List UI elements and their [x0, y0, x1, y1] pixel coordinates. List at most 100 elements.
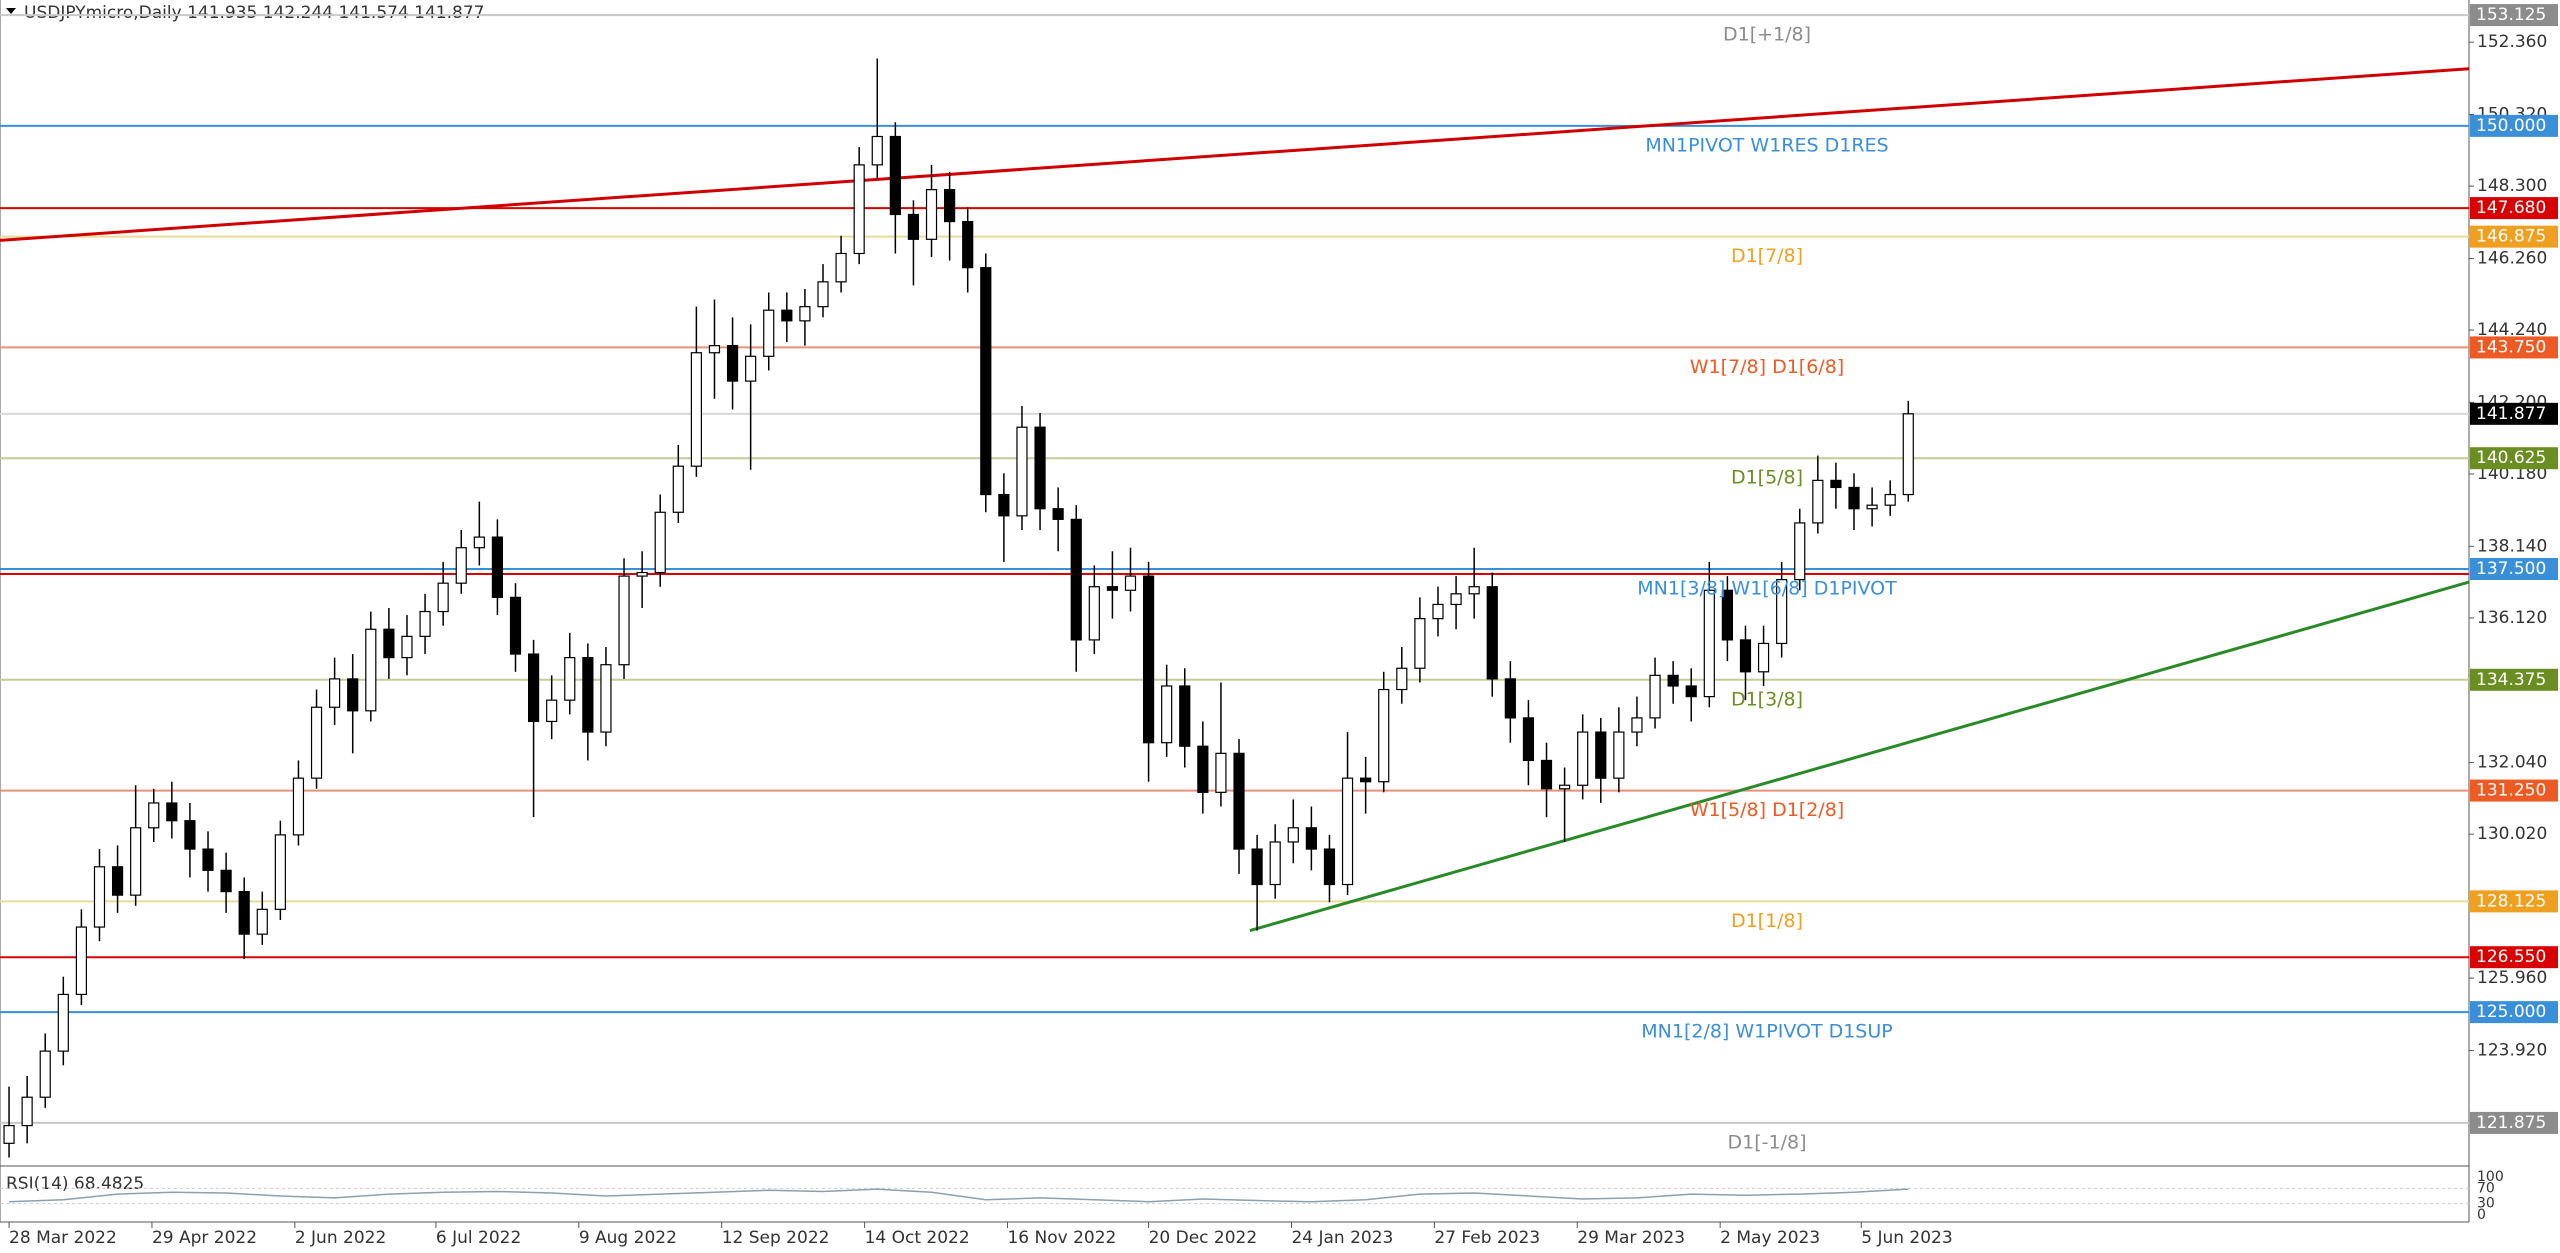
candle-body	[1396, 667, 1408, 691]
candle-body	[1486, 586, 1498, 680]
candle-body	[1866, 504, 1878, 510]
level-label: 131.250	[2476, 781, 2546, 801]
candle-body	[1233, 752, 1245, 850]
level-label: 153.125	[2476, 5, 2546, 25]
candle-body	[1884, 493, 1896, 506]
x-tick-label: 28 Mar 2022	[9, 1228, 117, 1248]
candle-body	[1595, 731, 1607, 779]
candle-body	[1323, 848, 1336, 886]
y-tick-label: 136.120	[2477, 608, 2547, 628]
candle-body	[1215, 752, 1227, 793]
level-box	[2470, 402, 2558, 425]
x-tick-label: 12 Sep 2022	[722, 1228, 830, 1248]
candle-body	[1577, 731, 1589, 786]
candle-body	[1360, 777, 1372, 783]
level-box	[2470, 447, 2558, 470]
candle-body	[310, 706, 323, 779]
x-tick-label: 29 Mar 2023	[1577, 1228, 1685, 1248]
candle-body	[274, 834, 286, 910]
candle-body	[925, 189, 938, 240]
candle-body	[636, 571, 648, 577]
candle-body	[546, 699, 558, 723]
level-label: 121.875	[2476, 1113, 2546, 1133]
level-label: 125.000	[2476, 1002, 2546, 1022]
candle-body	[962, 220, 974, 269]
candle-body	[1757, 642, 1770, 673]
candle-body	[1016, 426, 1028, 517]
header: USDJPYmicro,Daily 141.935 142.244 141.57…	[24, 3, 484, 23]
level-label: 150.000	[2476, 116, 2546, 136]
candle-body	[672, 465, 684, 513]
candle-body	[1305, 827, 1317, 850]
candle-body	[799, 306, 811, 322]
level-label: 146.875	[2476, 227, 2546, 247]
indicator-name: RSI(14) 68.4825	[6, 1174, 144, 1194]
candle-body	[1739, 639, 1752, 673]
candle-body	[944, 189, 956, 223]
candle-body	[708, 345, 721, 354]
candle-body	[1631, 717, 1643, 733]
level-name: D1[1/8]	[1731, 910, 1803, 932]
level-name: D1[5/8]	[1731, 467, 1803, 489]
candle-body	[1794, 522, 1806, 581]
candle-body	[907, 213, 920, 240]
candle-body	[600, 664, 612, 733]
x-tick-label: 29 Apr 2022	[152, 1228, 257, 1248]
y-tick-label: 144.240	[2477, 320, 2547, 340]
candle-body	[654, 511, 666, 574]
candle-body	[853, 164, 865, 255]
level-box	[2470, 197, 2558, 220]
x-tick-label: 16 Nov 2022	[1007, 1228, 1116, 1248]
candle-body	[1251, 848, 1263, 886]
candle-body	[1504, 678, 1516, 719]
y-tick-label: 123.920	[2477, 1040, 2547, 1060]
candle-body	[1721, 589, 1733, 641]
level-box	[2470, 4, 2558, 27]
level-box	[2470, 668, 2558, 691]
candle-body	[75, 926, 87, 996]
level-label: 137.500	[2476, 559, 2546, 579]
candle-body	[1649, 674, 1661, 719]
candle-body	[1052, 508, 1064, 520]
candle-body	[690, 352, 702, 467]
y-tick-label: 125.960	[2477, 968, 2547, 988]
candle-body	[202, 848, 214, 871]
candle-body	[111, 866, 124, 896]
x-tick-label: 24 Jan 2023	[1291, 1228, 1393, 1248]
candle-body	[93, 866, 106, 928]
candle-body	[1161, 685, 1173, 744]
level-name: MN1PIVOT W1RES D1RES	[1645, 134, 1888, 156]
y-tick-label: 148.300	[2477, 176, 2547, 196]
candle-body	[130, 827, 142, 896]
candle-body	[1378, 688, 1390, 783]
x-tick-label: 27 Feb 2023	[1434, 1228, 1540, 1248]
x-tick-label: 2 May 2023	[1720, 1228, 1820, 1248]
candle-body	[1613, 731, 1625, 779]
level-label: 141.877	[2476, 404, 2546, 424]
x-tick-label: 14 Oct 2022	[865, 1228, 970, 1248]
candle-body	[1088, 586, 1100, 641]
x-tick-label: 5 Jun 2023	[1861, 1228, 1952, 1248]
candle-body	[3, 1124, 15, 1144]
menu-arrow[interactable]	[6, 8, 16, 14]
level-label: 143.750	[2476, 337, 2546, 357]
candle-body	[1685, 685, 1697, 698]
indicator-tick-label: 0	[2477, 1207, 2486, 1223]
candle-body	[1522, 717, 1535, 762]
candle-body	[1776, 579, 1788, 645]
candle-body	[1179, 685, 1191, 747]
candle-body	[1540, 759, 1553, 790]
level-label: 126.550	[2476, 947, 2546, 967]
level-box	[2470, 890, 2558, 913]
candle-body	[1269, 841, 1281, 886]
candle-body	[148, 802, 160, 829]
level-box	[2470, 779, 2558, 802]
x-tick-label: 9 Aug 2022	[579, 1228, 677, 1248]
candle-body	[1124, 575, 1137, 591]
x-tick-label: 2 Jun 2022	[295, 1228, 386, 1248]
candle-body	[1070, 518, 1082, 641]
candle-body	[564, 657, 576, 701]
level-label: 147.680	[2476, 198, 2546, 218]
x-tick-label: 6 Jul 2022	[436, 1228, 521, 1248]
